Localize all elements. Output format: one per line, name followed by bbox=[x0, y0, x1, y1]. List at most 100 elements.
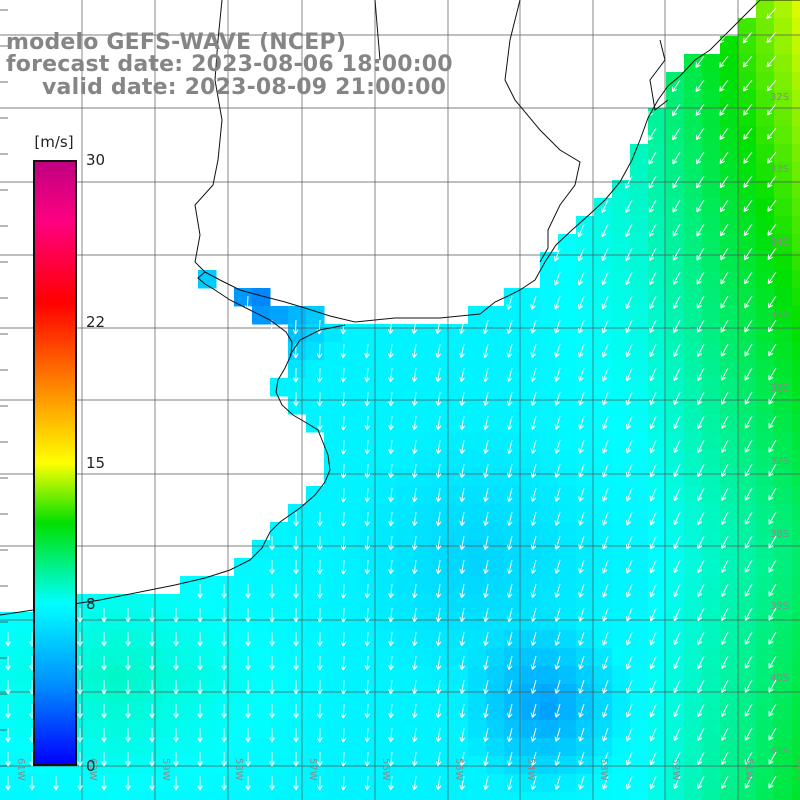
wind-speed-cell bbox=[486, 756, 505, 775]
wind-speed-cell bbox=[738, 648, 757, 667]
wind-speed-cell bbox=[702, 630, 721, 649]
wind-arrow bbox=[483, 487, 489, 503]
wind-speed-cell bbox=[576, 288, 595, 307]
wind-arrow bbox=[221, 584, 227, 599]
wind-arrow bbox=[719, 79, 729, 92]
wind-speed-cell bbox=[90, 648, 109, 667]
wind-speed-cell bbox=[666, 684, 685, 703]
wind-speed-cell bbox=[738, 108, 757, 127]
wind-speed-cell bbox=[576, 486, 595, 505]
wind-speed-cell bbox=[594, 594, 613, 613]
wind-speed-cell bbox=[504, 522, 523, 541]
wind-arrow bbox=[435, 535, 442, 551]
wind-speed-cell bbox=[594, 774, 613, 793]
wind-arrow bbox=[269, 536, 275, 551]
wind-speed-cell bbox=[666, 180, 685, 199]
wind-speed-cell bbox=[738, 630, 757, 649]
wind-speed-cell bbox=[648, 648, 667, 667]
wind-arrow bbox=[697, 415, 705, 430]
wind-arrow bbox=[435, 463, 442, 479]
wind-speed-cell bbox=[396, 576, 415, 595]
wind-speed-cell bbox=[360, 594, 379, 613]
wind-arrow bbox=[149, 776, 155, 791]
wind-arrow bbox=[672, 271, 681, 285]
wind-speed-cell bbox=[792, 612, 800, 631]
wind-speed-cell bbox=[630, 432, 649, 451]
wind-speed-cell bbox=[378, 738, 397, 757]
wind-speed-cell bbox=[378, 576, 397, 595]
wind-arrow bbox=[149, 752, 155, 767]
wind-speed-cell bbox=[792, 432, 800, 451]
wind-speed-cell bbox=[630, 486, 649, 505]
wind-arrow bbox=[5, 680, 11, 695]
wind-arrow bbox=[459, 439, 466, 455]
wind-speed-cell bbox=[576, 234, 595, 253]
wind-speed-cell bbox=[720, 360, 739, 379]
wind-arrow bbox=[411, 439, 418, 455]
longitude-labels: 61W 60W 59W 58W 57W 56W 55W 54W 53W 52W 51W 50W bbox=[15, 758, 800, 781]
wind-arrow bbox=[482, 343, 489, 358]
wind-arrow bbox=[364, 559, 371, 575]
wind-arrow bbox=[411, 631, 418, 647]
wind-arrow bbox=[77, 728, 83, 743]
wind-speed-cell bbox=[396, 594, 415, 613]
wind-speed-cell bbox=[756, 0, 775, 19]
wind-speed-cell bbox=[684, 252, 703, 271]
wind-speed-cell bbox=[756, 378, 775, 397]
wind-speed-cell bbox=[540, 558, 559, 577]
wind-speed-cell bbox=[648, 558, 667, 577]
wind-speed-cell bbox=[720, 126, 739, 145]
wind-speed-cell bbox=[792, 162, 800, 181]
wind-arrow bbox=[625, 439, 633, 454]
wind-arrow bbox=[293, 656, 299, 671]
wind-arrow bbox=[388, 367, 394, 383]
wind-arrow bbox=[506, 559, 513, 574]
wind-arrow bbox=[364, 487, 371, 503]
colorbar-tick-label: 22 bbox=[86, 312, 106, 331]
wind-arrow bbox=[554, 631, 561, 646]
wind-speed-cell bbox=[558, 702, 577, 721]
wind-speed-cell bbox=[522, 792, 541, 800]
wind-speed-cell bbox=[198, 702, 217, 721]
wind-speed-cell bbox=[126, 738, 145, 757]
wind-speed-cell bbox=[702, 126, 721, 145]
wind-arrow bbox=[554, 415, 561, 430]
wind-arrow bbox=[245, 752, 251, 767]
wind-arrow bbox=[625, 463, 633, 478]
wind-speed-cell bbox=[738, 72, 757, 91]
wind-arrow bbox=[768, 343, 777, 357]
wind-speed-cell bbox=[720, 504, 739, 523]
wind-speed-cell bbox=[720, 468, 739, 487]
wind-arrow bbox=[721, 727, 729, 741]
wind-arrow bbox=[149, 656, 155, 671]
wind-speed-cell bbox=[378, 666, 397, 685]
wind-speed-cell bbox=[666, 144, 685, 163]
wind-speed-cell bbox=[612, 306, 631, 325]
wind-speed-cell bbox=[288, 630, 307, 649]
wind-speed-cell bbox=[450, 720, 469, 739]
wind-arrow bbox=[293, 728, 299, 743]
wind-speed-cell bbox=[90, 702, 109, 721]
wind-speed-cell bbox=[576, 684, 595, 703]
wind-speed-cell bbox=[558, 486, 577, 505]
wind-speed-cell bbox=[324, 720, 343, 739]
wind-speed-cell bbox=[792, 792, 800, 800]
wind-speed-cell bbox=[144, 684, 163, 703]
wind-arrow bbox=[744, 415, 753, 429]
wind-arrow bbox=[221, 608, 227, 623]
wind-speed-cell bbox=[162, 612, 181, 631]
wind-speed-cell bbox=[594, 306, 613, 325]
wind-speed-cell bbox=[792, 234, 800, 253]
wind-speed-cell bbox=[666, 414, 685, 433]
wind-arrow bbox=[697, 439, 705, 454]
wind-arrow bbox=[697, 511, 705, 526]
wind-speed-cell bbox=[378, 342, 397, 361]
wind-speed-cell bbox=[630, 360, 649, 379]
wind-arrow bbox=[411, 559, 418, 575]
wind-arrow bbox=[459, 559, 466, 575]
wind-speed-cell bbox=[522, 432, 541, 451]
wind-speed-cell bbox=[774, 234, 793, 253]
wind-speed-cell bbox=[432, 612, 451, 631]
wind-speed-cell bbox=[720, 666, 739, 685]
wind-arrow bbox=[5, 728, 11, 743]
